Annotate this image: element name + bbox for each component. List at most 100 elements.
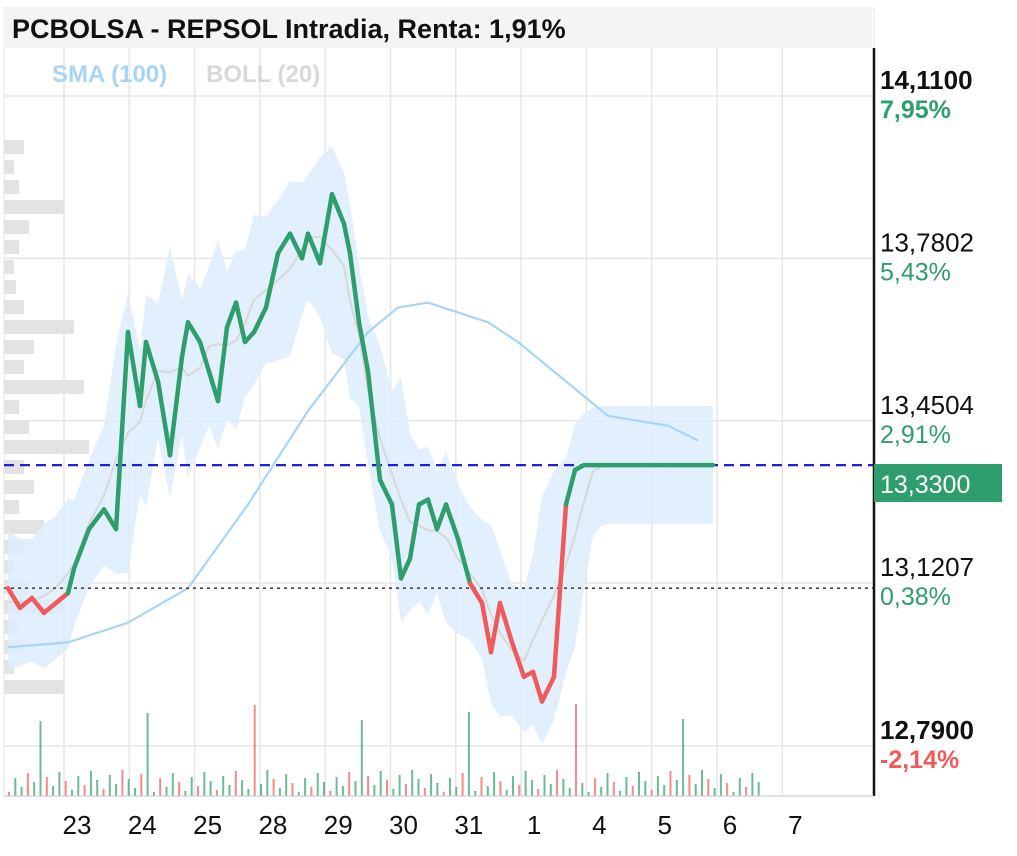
volume-profile-bar: [4, 280, 16, 294]
volume-bar: [159, 778, 162, 796]
price-line-segment: [299, 231, 311, 261]
volume-profile-bar: [4, 340, 34, 354]
volume-profile-bar: [4, 520, 44, 534]
price-line-segment: [467, 581, 485, 606]
volume-bar: [203, 772, 206, 796]
price-line-segment: [530, 669, 545, 704]
volume-bar: [64, 781, 67, 796]
price-line-segment: [377, 477, 395, 507]
price-line-segment: [71, 526, 92, 571]
y-axis-price-label: 12,7900: [880, 715, 974, 745]
volume-bar: [316, 773, 319, 796]
volume-bar: [480, 777, 483, 796]
price-line-segment: [329, 192, 347, 227]
volume-bar: [499, 781, 502, 796]
volume-bar: [707, 779, 710, 796]
volume-bar: [530, 780, 533, 796]
volume-bar: [512, 776, 514, 796]
legend-boll-label: BOLL (20): [206, 61, 320, 88]
volume-bar: [14, 778, 17, 796]
volume-bar: [675, 780, 678, 796]
volume-bar: [39, 721, 42, 796]
volume-profile-bar: [4, 440, 89, 454]
volume-bar: [360, 720, 363, 796]
volume-bar: [461, 773, 464, 796]
volume-profile-bar: [4, 180, 19, 194]
x-axis-labels: 23 24 25 28 29 30 31 1 4 5 6 7: [63, 810, 803, 840]
volume-bar: [417, 779, 420, 796]
volume-profile-bar: [4, 320, 74, 334]
y-axis-percent-label: 5,43%: [880, 258, 951, 286]
price-line-segment: [185, 320, 203, 345]
price-line-segment: [551, 502, 569, 680]
volume-bar: [732, 792, 735, 796]
price-line-segment: [356, 320, 371, 374]
volume-bar: [152, 792, 155, 796]
volume-profile-bar: [4, 140, 24, 154]
volume-bar: [505, 790, 508, 796]
volume-bar: [134, 788, 136, 796]
price-line-segment: [443, 502, 461, 542]
volume-bar: [398, 775, 401, 796]
price-line-segment: [434, 502, 449, 532]
volume-bar: [619, 791, 622, 796]
volume-bar: [593, 778, 596, 796]
chart-title: PCBOLSA - REPSOL Intradia, Renta: 1,91%: [12, 14, 566, 44]
volume-bar: [549, 784, 552, 796]
volume-bar: [581, 783, 584, 796]
volume-bar: [537, 789, 540, 796]
y-axis-price-label: 14,1100: [880, 65, 973, 95]
volume-bar: [644, 781, 647, 796]
volume-bar: [688, 775, 691, 796]
x-axis-tick-label: 1: [527, 810, 541, 840]
volume-bar: [612, 782, 615, 796]
bollinger-band: [7, 146, 713, 745]
volume-bar: [656, 776, 659, 796]
volume-bar: [146, 713, 149, 796]
volume-bar: [96, 780, 99, 796]
price-line-segment: [365, 369, 383, 483]
y-axis-percent-label: 7,95%: [880, 96, 951, 124]
volume-bar: [260, 784, 262, 796]
volume-profile-bar: [4, 360, 24, 374]
volume-bar: [518, 785, 521, 796]
volume-bars: [8, 704, 760, 796]
volume-bar: [575, 704, 577, 796]
volume-bar: [745, 787, 748, 796]
volume-bar: [241, 780, 244, 796]
volume-bar: [71, 790, 73, 796]
volume-bar: [423, 788, 426, 796]
price-line-segment: [347, 251, 362, 325]
x-axis-tick-label: 28: [258, 810, 287, 840]
volume-profile-bar: [4, 160, 14, 174]
price-line-segment: [425, 497, 440, 532]
volume-bar: [354, 781, 357, 796]
volume-bar: [493, 772, 496, 796]
volume-profile-bar: [4, 500, 19, 514]
volume-bar: [8, 792, 10, 796]
price-line-segment: [287, 231, 305, 261]
price-line-segment: [53, 590, 71, 606]
volume-profile-bar: [4, 380, 84, 394]
price-line-segment: [224, 300, 239, 330]
price-line-segment: [341, 221, 353, 256]
volume-bar: [556, 770, 559, 796]
volume-bar: [713, 788, 716, 796]
volume-bar: [486, 786, 489, 796]
x-axis-tick-label: 25: [193, 810, 222, 840]
volume-bar: [209, 781, 212, 796]
last-price-label: 13,3300: [880, 471, 970, 499]
price-line-segment: [275, 231, 293, 256]
volume-bar: [272, 779, 275, 796]
volume-bar: [411, 770, 414, 796]
volume-bar: [190, 777, 193, 796]
sma-line-layer: [7, 301, 699, 649]
y-axis-percent-label: -2,14%: [880, 746, 959, 774]
volume-profile-bar: [4, 300, 24, 314]
volume-bar: [568, 788, 571, 796]
x-axis-tick-label: 31: [454, 810, 483, 840]
volume-bar: [26, 773, 29, 796]
volume-bar: [449, 778, 451, 796]
volume-bar: [474, 791, 477, 796]
